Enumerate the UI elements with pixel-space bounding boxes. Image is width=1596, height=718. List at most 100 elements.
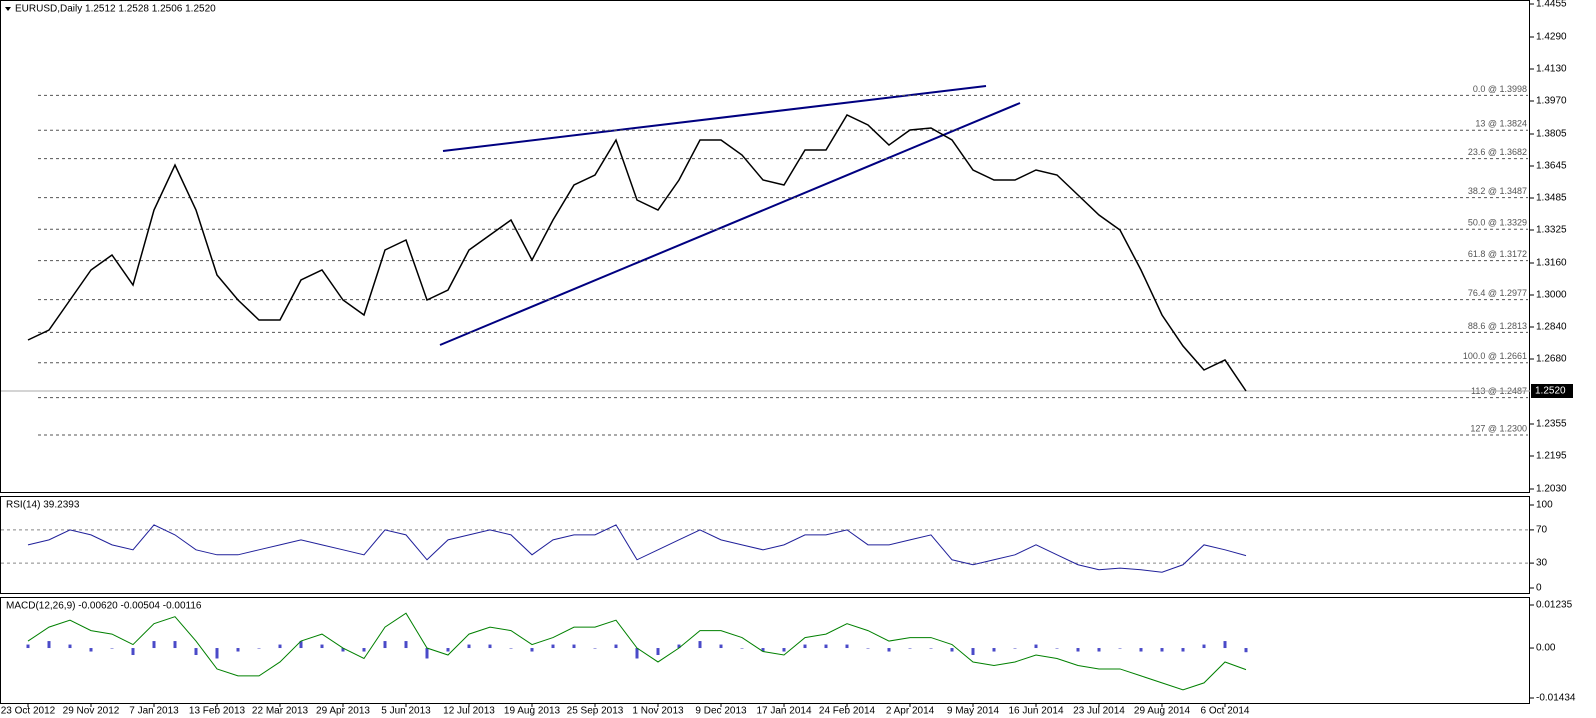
- histogram-bar: [383, 641, 387, 649]
- histogram-bar: [551, 644, 555, 649]
- histogram-bar: [1097, 648, 1101, 652]
- fib-label: 50.0 @ 1.3329: [1468, 218, 1527, 228]
- histogram-bar: [320, 644, 324, 649]
- fib-label: 0.0 @ 1.3998: [1473, 84, 1527, 94]
- histogram-bar: [593, 648, 597, 649]
- histogram-bar: [656, 648, 660, 656]
- x-tick-label: 12 Jul 2013: [443, 706, 495, 717]
- x-tick-label: 9 May 2014: [947, 706, 1000, 717]
- histogram-bar: [950, 648, 954, 652]
- histogram-bar: [1034, 644, 1038, 649]
- histogram-bar: [803, 644, 807, 649]
- histogram-bar: [89, 648, 93, 652]
- histogram-bar: [509, 648, 513, 649]
- x-tick-label: 7 Jan 2013: [129, 706, 179, 717]
- fib-label: 23.6 @ 1.3682: [1468, 147, 1527, 157]
- histogram-bar: [1118, 648, 1122, 649]
- histogram-bar: [1013, 648, 1017, 649]
- y-tick-label: 1.3970: [1536, 96, 1567, 107]
- fib-label: 76.4 @ 1.2977: [1468, 288, 1527, 298]
- x-tick-label: 9 Dec 2013: [695, 706, 747, 717]
- histogram-bar: [467, 644, 471, 649]
- histogram-bar: [194, 648, 198, 656]
- histogram-bar: [740, 648, 744, 649]
- x-tick-label: 29 Nov 2012: [63, 706, 120, 717]
- x-tick-label: 16 Jun 2014: [1008, 706, 1063, 717]
- y-tick-label: 1.4455: [1536, 0, 1567, 10]
- histogram-bar: [215, 648, 219, 659]
- histogram-bar: [1181, 648, 1185, 652]
- histogram-bar: [425, 648, 429, 659]
- y-tick-label: 0: [1536, 583, 1542, 594]
- histogram-bar: [404, 641, 408, 649]
- histogram-bar: [908, 648, 912, 649]
- panel-title: EURUSD,Daily 1.2512 1.2528 1.2506 1.2520: [15, 4, 216, 15]
- histogram-bar: [362, 648, 366, 652]
- y-tick-label: 1.3805: [1536, 129, 1567, 140]
- rsi-panel: [0, 496, 1530, 594]
- x-tick-label: 5 Jun 2013: [381, 706, 431, 717]
- histogram-bar: [845, 644, 849, 649]
- x-tick-label: 6 Oct 2014: [1201, 706, 1250, 717]
- panel-title: MACD(12,26,9) -0.00620 -0.00504 -0.00116: [6, 601, 202, 612]
- histogram-bar: [866, 648, 870, 649]
- histogram-bar: [761, 648, 765, 652]
- histogram-bar: [278, 644, 282, 649]
- y-tick-label: 0.01235: [1536, 600, 1573, 611]
- histogram-bar: [131, 648, 135, 656]
- trend-line: [442, 85, 987, 152]
- histogram-bar: [698, 641, 702, 649]
- series-line: [27, 612, 1247, 691]
- histogram-bar: [152, 641, 156, 649]
- x-tick-label: 24 Feb 2014: [819, 706, 876, 717]
- y-tick-label: 1.2680: [1536, 354, 1567, 365]
- fib-label: 88.6 @ 1.2813: [1468, 321, 1527, 331]
- fib-label: 13 @ 1.3824: [1475, 119, 1527, 129]
- y-tick-label: 0.00: [1536, 643, 1556, 654]
- x-tick-label: 2 Apr 2014: [886, 706, 935, 717]
- histogram-bar: [635, 648, 639, 659]
- histogram-bar: [614, 644, 618, 649]
- histogram-bar: [677, 644, 681, 649]
- histogram-bar: [341, 648, 345, 652]
- panel-title: RSI(14) 39.2393: [6, 500, 80, 511]
- histogram-bar: [299, 641, 303, 649]
- histogram-bar: [1223, 641, 1227, 649]
- main-panel: [0, 0, 1530, 493]
- histogram-bar: [782, 648, 786, 652]
- macd-panel: [0, 597, 1530, 704]
- x-tick-label: 19 Aug 2013: [504, 706, 561, 717]
- fib-label: 100.0 @ 1.2661: [1463, 351, 1527, 361]
- histogram-bar: [68, 644, 72, 649]
- x-tick-label: 22 Mar 2013: [252, 706, 309, 717]
- y-tick-label: 1.2195: [1536, 451, 1567, 462]
- fib-label: 38.2 @ 1.3487: [1468, 186, 1527, 196]
- y-tick-label: 1.2840: [1536, 322, 1567, 333]
- y-tick-label: 30: [1536, 558, 1548, 569]
- histogram-bar: [929, 648, 933, 649]
- y-tick-label: 1.4290: [1536, 32, 1567, 43]
- y-tick-label: 70: [1536, 525, 1548, 536]
- current-price-box: [1531, 384, 1573, 398]
- y-tick-label: -0.01434: [1536, 693, 1576, 704]
- x-tick-label: 29 Aug 2014: [1134, 706, 1191, 717]
- histogram-bar: [572, 644, 576, 649]
- histogram-bar: [971, 648, 975, 656]
- histogram-bar: [1160, 648, 1164, 652]
- fib-label: 127 @ 1.2300: [1470, 423, 1527, 433]
- menu-arrow[interactable]: [5, 7, 11, 11]
- histogram-bar: [1202, 644, 1206, 649]
- current-price-label: 1.2520: [1535, 386, 1566, 397]
- histogram-bar: [236, 648, 240, 652]
- histogram-bar: [1076, 648, 1080, 652]
- y-tick-label: 1.3160: [1536, 258, 1567, 269]
- fib-label: 61.8 @ 1.3172: [1468, 249, 1527, 259]
- histogram-bar: [530, 648, 534, 652]
- histogram-bar: [488, 644, 492, 649]
- histogram-bar: [47, 641, 51, 649]
- histogram-bar: [173, 641, 177, 649]
- y-tick-label: 1.3325: [1536, 225, 1567, 236]
- histogram-bar: [824, 644, 828, 649]
